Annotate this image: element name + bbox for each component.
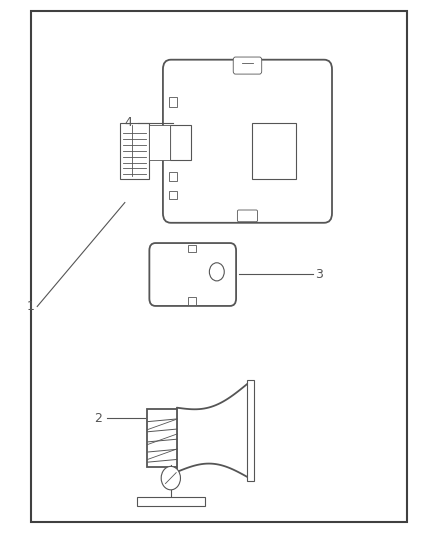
Bar	[188, 245, 196, 252]
Bar	[137, 497, 205, 506]
Bar	[149, 125, 170, 160]
Text: 2: 2	[94, 412, 102, 425]
FancyBboxPatch shape	[163, 60, 332, 223]
Bar	[169, 97, 177, 107]
Circle shape	[161, 466, 180, 490]
Polygon shape	[177, 384, 247, 477]
Text: 4: 4	[125, 116, 133, 129]
Bar	[147, 409, 178, 467]
Circle shape	[209, 263, 224, 281]
Text: 3: 3	[315, 268, 323, 281]
Bar	[188, 297, 196, 305]
Bar	[247, 380, 254, 481]
FancyBboxPatch shape	[233, 57, 261, 74]
FancyBboxPatch shape	[149, 243, 236, 306]
Bar	[169, 172, 177, 181]
Bar	[170, 125, 191, 160]
Bar	[31, 11, 407, 522]
Bar	[120, 123, 149, 179]
Bar	[169, 191, 177, 199]
FancyBboxPatch shape	[237, 210, 258, 222]
Bar	[252, 123, 296, 179]
Text: 1: 1	[26, 300, 34, 313]
